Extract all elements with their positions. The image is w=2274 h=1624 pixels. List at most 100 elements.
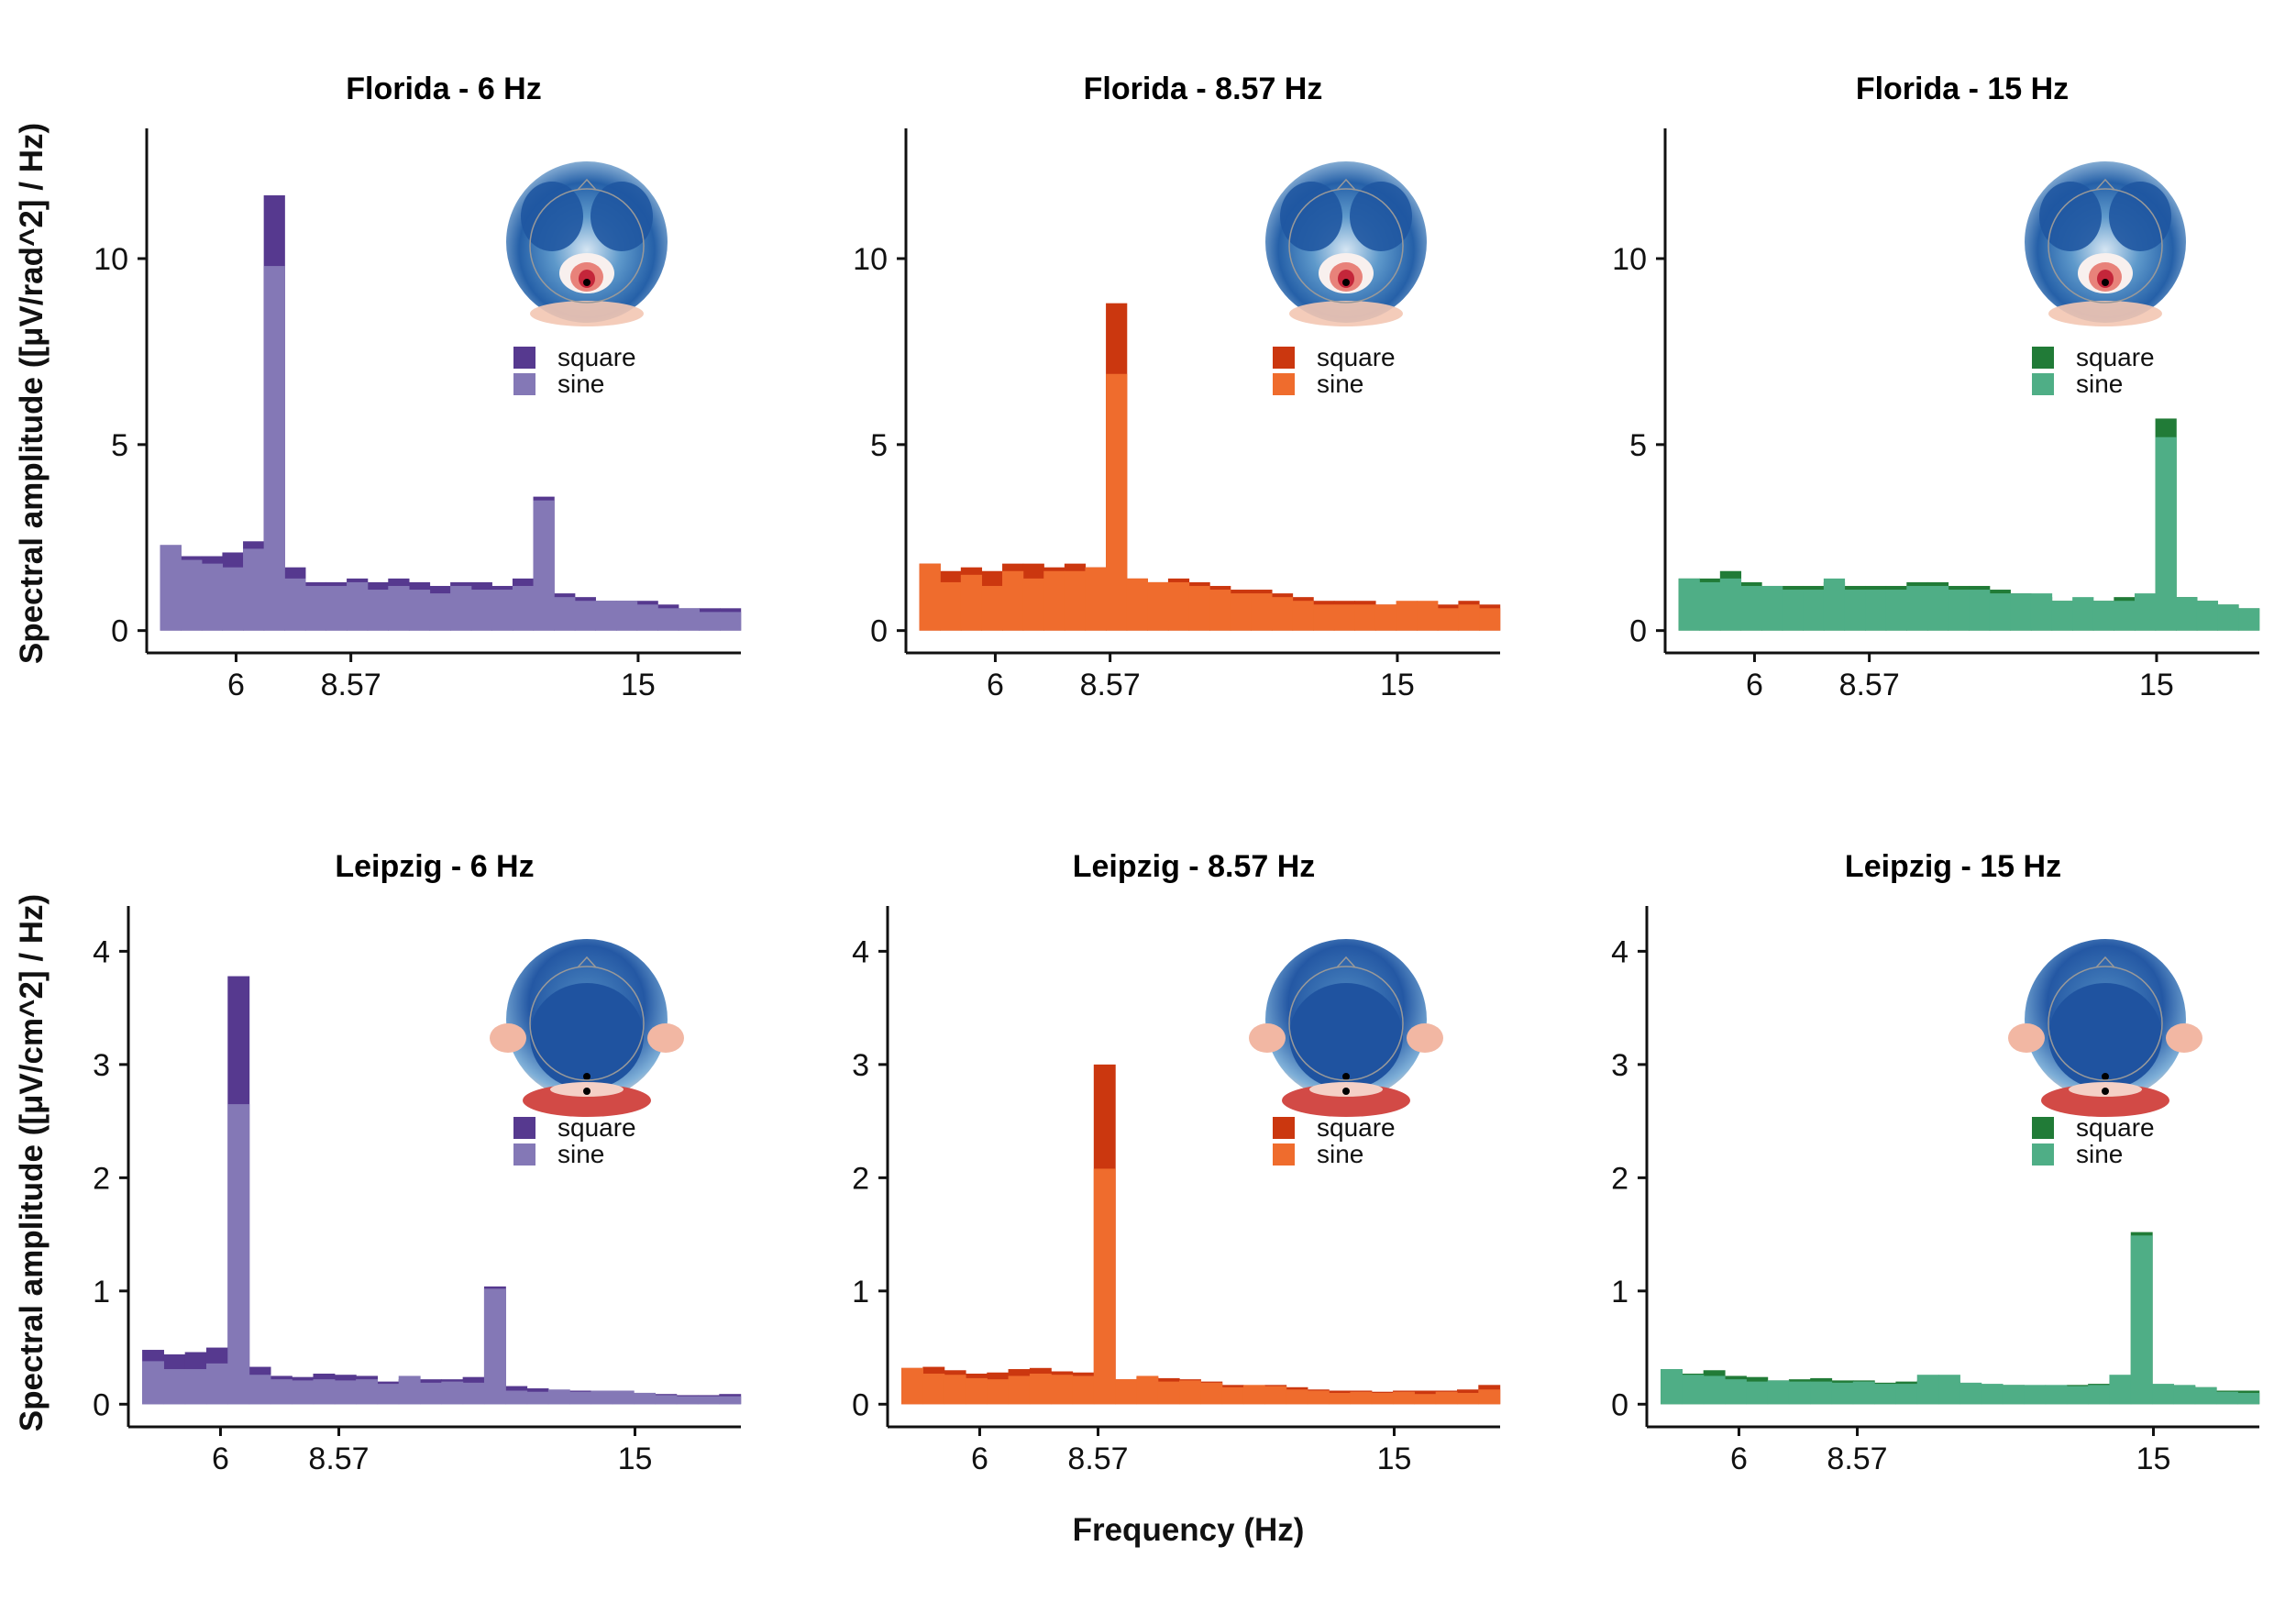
legend-swatch-square: [513, 347, 535, 369]
bar-sine: [142, 1361, 164, 1405]
bar-sine: [1251, 593, 1273, 631]
bar-sine: [429, 593, 451, 631]
bar-sine: [201, 563, 224, 631]
y-tick-label: 0: [111, 614, 128, 649]
bar-sine: [1761, 585, 1783, 631]
bar-sine: [612, 1390, 635, 1405]
bar-sine: [1043, 570, 1065, 631]
y-tick-label: 0: [1629, 614, 1647, 649]
bar-sine: [1724, 1379, 1747, 1405]
topography-map: [2025, 161, 2186, 326]
bar-sine: [450, 585, 472, 631]
bar-sine: [1478, 1389, 1501, 1405]
bar-sine: [2045, 1385, 2068, 1405]
bar-sine: [655, 1395, 678, 1405]
bar-sine: [2066, 1386, 2089, 1405]
bar-sine: [1188, 585, 1210, 631]
legend-swatch-sine: [2032, 1143, 2054, 1166]
bar-sine: [367, 590, 389, 631]
bar-sine: [1136, 1375, 1159, 1405]
bar-sine: [1230, 593, 1252, 631]
x-tick-label: 8.57: [1080, 668, 1141, 702]
bar-sine: [657, 608, 679, 631]
bar-sine: [1810, 1381, 1833, 1405]
bar-sine: [243, 548, 265, 631]
bar-sine: [697, 1396, 720, 1405]
bar-sine: [1661, 1369, 1683, 1405]
bar-sine: [1906, 585, 1928, 631]
x-tick-label: 6: [1730, 1442, 1748, 1476]
x-tick-label: 15: [618, 1442, 653, 1476]
bar-sine: [1200, 1382, 1223, 1405]
bar-sine: [1782, 590, 1804, 631]
bar-sine: [1417, 601, 1439, 631]
bar-sine: [981, 585, 1003, 631]
panel-title: Leipzig - 15 Hz: [1845, 849, 2061, 884]
bar-sine: [676, 1396, 699, 1405]
bar-sine: [1051, 1375, 1074, 1405]
bar-sine: [222, 567, 244, 631]
bar-sine: [1371, 1392, 1394, 1405]
bar-sine: [356, 1379, 379, 1405]
bar-sine: [2092, 601, 2114, 631]
bar-sine: [1292, 601, 1314, 631]
bar-sine: [1823, 578, 1846, 631]
bar-sine: [2024, 1385, 2047, 1405]
bar-sine: [163, 1369, 186, 1405]
y-tick-label: 1: [852, 1275, 869, 1309]
bar-sine: [1703, 1375, 1726, 1405]
bar-sine: [1286, 1389, 1308, 1405]
y-tick-label: 0: [93, 1387, 110, 1422]
bar-sine: [1788, 1381, 1811, 1405]
legend-swatch-square: [1273, 1117, 1295, 1139]
topography-map: [2008, 939, 2202, 1117]
x-tick-label: 6: [212, 1442, 229, 1476]
y-tick-label: 3: [93, 1048, 110, 1083]
panel-title: Leipzig - 6 Hz: [335, 849, 534, 884]
bar-sine: [512, 585, 535, 631]
bar-sine: [1374, 604, 1397, 631]
legend-label-square: square: [2076, 343, 2155, 371]
y-tick-label: 4: [1611, 934, 1628, 969]
bar-sine: [2196, 601, 2218, 631]
bar-sine: [636, 604, 658, 631]
bar-sine: [2238, 608, 2260, 631]
bar-sine: [1458, 604, 1480, 631]
bar-sine: [1719, 578, 1742, 631]
bar-sine: [944, 1375, 966, 1405]
legend-label-sine: sine: [2076, 370, 2123, 398]
bar-sine: [1989, 593, 2011, 631]
bar-sine: [408, 590, 431, 631]
bar-sine: [181, 559, 203, 631]
bar-sine: [184, 1369, 207, 1405]
bar-sine: [1354, 604, 1376, 631]
bar-sine: [160, 545, 182, 631]
bar-sine: [1333, 604, 1355, 631]
y-axis-label-bottom: Spectral amplitude ([μV/cm^2] / Hz): [14, 894, 50, 1431]
y-tick-label: 2: [852, 1161, 869, 1196]
bar-sine: [441, 1381, 464, 1405]
y-tick-label: 10: [94, 242, 128, 277]
y-tick-label: 10: [1612, 242, 1647, 277]
x-tick-label: 8.57: [308, 1442, 369, 1476]
bar-sine: [1115, 1379, 1138, 1405]
bar-sine: [292, 1380, 315, 1405]
bar-sine: [1329, 1392, 1352, 1405]
panel-title: Leipzig - 8.57 Hz: [1073, 849, 1316, 884]
y-tick-label: 2: [93, 1161, 110, 1196]
bar-sine: [2109, 1375, 2132, 1405]
bar-sine: [1740, 585, 1762, 631]
bar-sine: [1313, 604, 1335, 631]
bar-sine: [1396, 601, 1418, 631]
bar-sine: [1029, 1373, 1052, 1405]
x-tick-label: 8.57: [1067, 1442, 1128, 1476]
x-tick-label: 6: [1746, 668, 1763, 702]
legend-swatch-square: [2032, 347, 2054, 369]
bar-sine: [615, 601, 638, 631]
bar-sine: [326, 585, 348, 631]
bar-sine: [347, 581, 369, 631]
bar-sine: [1414, 1394, 1437, 1405]
bar-sine: [960, 574, 983, 631]
